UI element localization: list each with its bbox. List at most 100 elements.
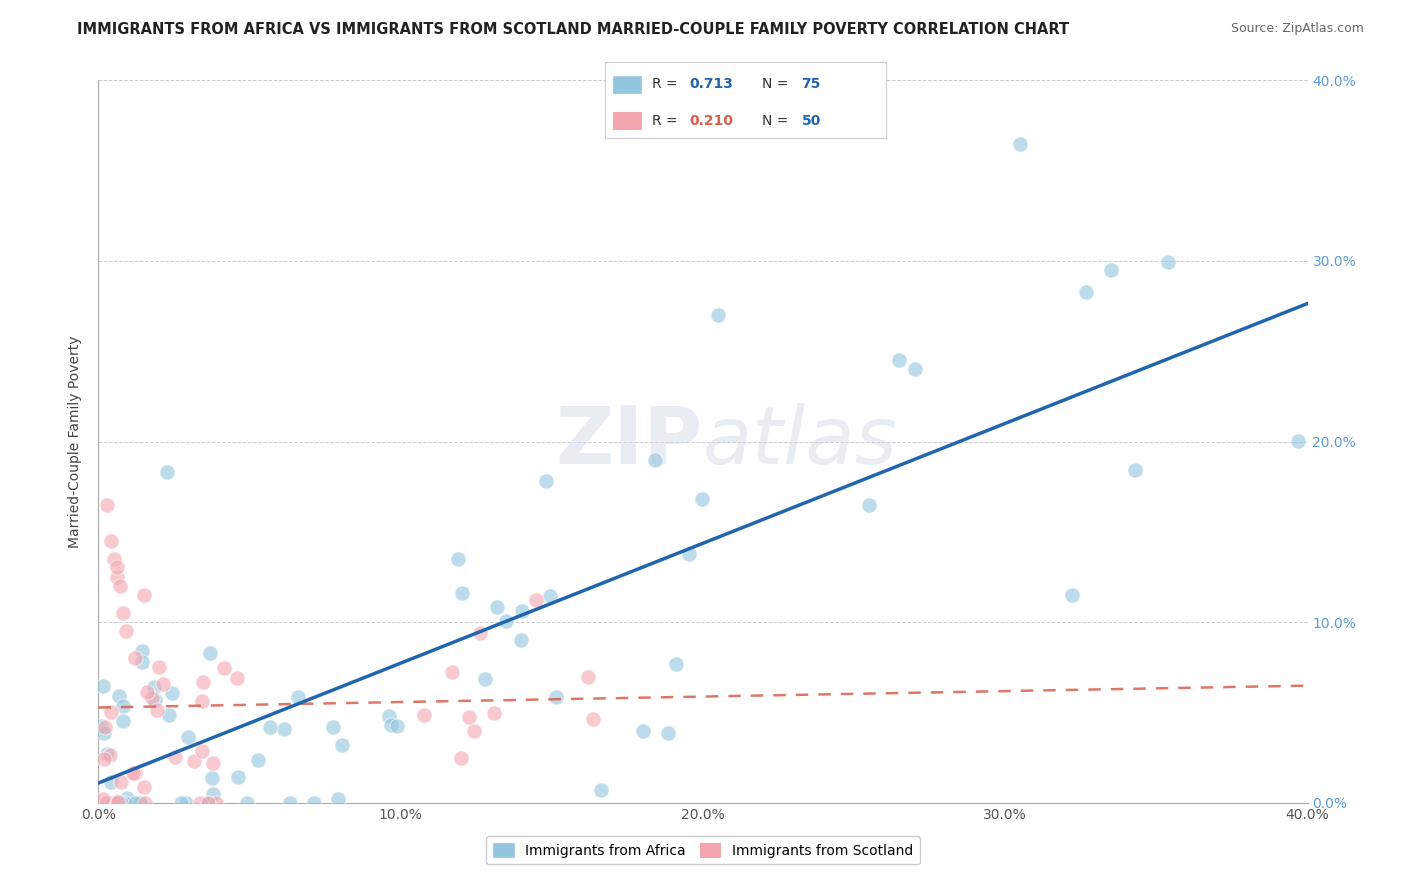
Point <box>94 796 117 810</box>
Point <box>451 586 474 600</box>
Point <box>524 593 547 607</box>
Point <box>195 796 218 810</box>
Point <box>707 308 730 322</box>
Text: Source: ZipAtlas.com: Source: ZipAtlas.com <box>1230 22 1364 36</box>
Text: atlas: atlas <box>703 402 898 481</box>
Point <box>1157 255 1180 269</box>
FancyBboxPatch shape <box>613 112 641 129</box>
Point <box>103 796 125 810</box>
Point <box>174 796 197 810</box>
Point <box>148 660 170 674</box>
Text: 0.713: 0.713 <box>689 78 733 91</box>
Point <box>1125 463 1147 477</box>
Point <box>246 753 269 767</box>
Point <box>201 788 224 802</box>
Point <box>1060 588 1083 602</box>
Point <box>96 796 118 810</box>
Point <box>212 661 235 675</box>
Point <box>188 796 211 810</box>
Point <box>1010 136 1032 151</box>
Point <box>100 533 122 548</box>
Point <box>90 719 112 733</box>
Point <box>510 605 533 619</box>
Point <box>377 709 399 723</box>
Point <box>142 680 165 694</box>
Point <box>1074 285 1097 300</box>
Point <box>108 796 131 810</box>
Point <box>330 739 353 753</box>
Point <box>100 775 122 789</box>
Point <box>191 674 214 689</box>
Point <box>94 720 117 734</box>
Point <box>129 796 152 810</box>
Point <box>111 698 134 713</box>
Point <box>204 796 226 810</box>
Point <box>226 671 249 685</box>
Point <box>107 795 129 809</box>
Point <box>170 796 193 810</box>
Legend: Immigrants from Africa, Immigrants from Scotland: Immigrants from Africa, Immigrants from … <box>486 836 920 864</box>
Point <box>136 684 159 698</box>
Point <box>468 625 491 640</box>
Point <box>96 498 118 512</box>
Point <box>657 726 679 740</box>
Point <box>183 754 205 768</box>
Point <box>114 796 136 810</box>
Point <box>93 726 115 740</box>
Point <box>589 783 612 797</box>
Point <box>304 796 326 810</box>
Point <box>582 712 605 726</box>
Point <box>114 624 136 639</box>
Point <box>132 588 155 602</box>
Point <box>152 677 174 691</box>
Point <box>441 665 464 679</box>
Point <box>450 750 472 764</box>
Point <box>131 643 153 657</box>
Point <box>132 780 155 795</box>
Point <box>486 599 509 614</box>
Text: R =: R = <box>652 78 682 91</box>
Point <box>495 615 517 629</box>
Point <box>287 690 309 704</box>
Point <box>482 706 505 720</box>
Point <box>190 744 212 758</box>
Point <box>103 552 125 566</box>
Point <box>129 796 152 810</box>
Point <box>463 724 485 739</box>
Text: R =: R = <box>652 114 682 128</box>
Point <box>177 731 200 745</box>
Point <box>110 796 132 810</box>
Point <box>165 749 187 764</box>
Point <box>198 796 221 810</box>
Point <box>124 766 146 780</box>
Point <box>1099 263 1122 277</box>
Point <box>134 796 156 810</box>
Point <box>278 796 301 810</box>
Point <box>105 796 128 810</box>
Point <box>631 723 654 738</box>
Point <box>678 547 700 561</box>
Point <box>121 765 143 780</box>
Text: N =: N = <box>762 114 793 128</box>
Point <box>198 646 221 660</box>
Point <box>385 719 408 733</box>
Point <box>146 703 169 717</box>
Text: 50: 50 <box>801 114 821 128</box>
Point <box>108 689 131 703</box>
Point <box>117 791 139 805</box>
FancyBboxPatch shape <box>613 76 641 93</box>
Point <box>91 679 114 693</box>
Point <box>236 796 259 810</box>
Point <box>105 560 128 574</box>
Point <box>111 714 134 729</box>
Y-axis label: Married-Couple Family Poverty: Married-Couple Family Poverty <box>69 335 83 548</box>
Point <box>858 498 880 512</box>
Point <box>105 570 128 584</box>
Point <box>413 708 436 723</box>
Point <box>100 705 122 719</box>
Point <box>96 747 118 762</box>
Point <box>447 551 470 566</box>
Text: 0.210: 0.210 <box>689 114 733 128</box>
Text: ZIP: ZIP <box>555 402 703 481</box>
Point <box>273 722 295 736</box>
